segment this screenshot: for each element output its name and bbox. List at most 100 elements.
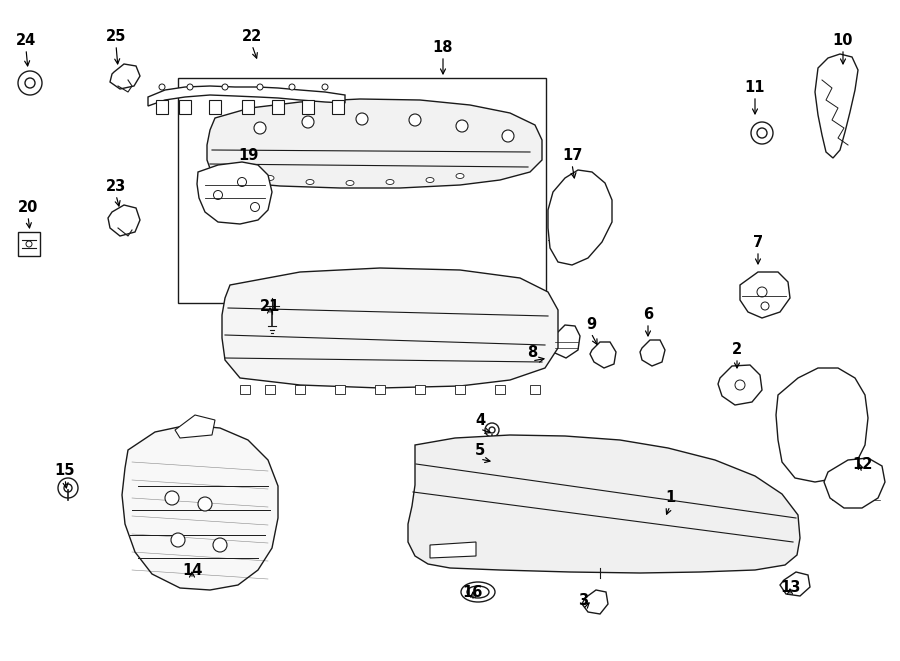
Polygon shape xyxy=(148,86,345,106)
Text: 10: 10 xyxy=(832,33,853,48)
Ellipse shape xyxy=(426,178,434,182)
Polygon shape xyxy=(122,425,278,590)
Text: 14: 14 xyxy=(182,563,202,578)
Text: 17: 17 xyxy=(562,148,582,163)
Polygon shape xyxy=(240,385,250,394)
Circle shape xyxy=(58,478,78,498)
Polygon shape xyxy=(740,272,790,318)
Ellipse shape xyxy=(467,586,489,598)
Text: 25: 25 xyxy=(106,29,126,44)
Polygon shape xyxy=(295,385,305,394)
Polygon shape xyxy=(207,99,542,188)
Ellipse shape xyxy=(306,180,314,184)
Polygon shape xyxy=(582,590,608,614)
Polygon shape xyxy=(272,100,284,114)
Polygon shape xyxy=(408,435,800,573)
Polygon shape xyxy=(108,205,140,236)
Polygon shape xyxy=(824,458,885,508)
Polygon shape xyxy=(332,100,344,114)
Polygon shape xyxy=(780,572,810,596)
Text: 21: 21 xyxy=(260,299,280,314)
Ellipse shape xyxy=(346,180,354,186)
Polygon shape xyxy=(179,100,191,114)
Circle shape xyxy=(735,380,745,390)
Circle shape xyxy=(238,178,247,186)
Polygon shape xyxy=(242,100,254,114)
Text: 15: 15 xyxy=(55,463,76,478)
Circle shape xyxy=(213,538,227,552)
Ellipse shape xyxy=(266,176,274,180)
Text: 22: 22 xyxy=(242,29,262,44)
Polygon shape xyxy=(486,458,502,472)
Circle shape xyxy=(456,120,468,132)
Polygon shape xyxy=(590,342,616,368)
Circle shape xyxy=(485,423,499,437)
Polygon shape xyxy=(430,542,476,558)
Circle shape xyxy=(322,84,328,90)
Text: 8: 8 xyxy=(526,345,537,360)
Polygon shape xyxy=(548,170,612,265)
Circle shape xyxy=(165,491,179,505)
Ellipse shape xyxy=(386,180,394,184)
Polygon shape xyxy=(18,232,40,256)
Polygon shape xyxy=(455,385,465,394)
Circle shape xyxy=(64,484,72,492)
Circle shape xyxy=(757,128,767,138)
Circle shape xyxy=(257,84,263,90)
Circle shape xyxy=(187,84,193,90)
Circle shape xyxy=(289,84,295,90)
Circle shape xyxy=(198,497,212,511)
Text: 2: 2 xyxy=(732,342,742,357)
Text: 3: 3 xyxy=(578,593,588,608)
Text: 11: 11 xyxy=(745,80,765,95)
Text: 20: 20 xyxy=(18,200,38,215)
Text: 23: 23 xyxy=(106,179,126,194)
Ellipse shape xyxy=(461,582,495,602)
Circle shape xyxy=(356,113,368,125)
Circle shape xyxy=(250,202,259,212)
Circle shape xyxy=(159,84,165,90)
Text: 18: 18 xyxy=(433,40,454,55)
Circle shape xyxy=(751,122,773,144)
Bar xyxy=(178,78,546,303)
Circle shape xyxy=(26,241,32,247)
Text: 7: 7 xyxy=(753,235,763,250)
Polygon shape xyxy=(815,54,858,158)
Circle shape xyxy=(409,114,421,126)
Circle shape xyxy=(302,116,314,128)
Circle shape xyxy=(171,533,185,547)
Text: 19: 19 xyxy=(238,148,258,163)
Text: 12: 12 xyxy=(851,457,872,472)
Polygon shape xyxy=(175,415,215,438)
Text: 1: 1 xyxy=(665,490,675,505)
Polygon shape xyxy=(530,385,540,394)
Polygon shape xyxy=(222,268,558,388)
Circle shape xyxy=(25,78,35,88)
Polygon shape xyxy=(265,385,275,394)
Circle shape xyxy=(263,297,281,315)
Circle shape xyxy=(254,122,266,134)
Text: 13: 13 xyxy=(779,580,800,595)
Ellipse shape xyxy=(234,169,242,175)
Polygon shape xyxy=(640,340,665,366)
Polygon shape xyxy=(495,385,505,394)
Polygon shape xyxy=(335,385,345,394)
Circle shape xyxy=(761,302,769,310)
Circle shape xyxy=(502,130,514,142)
Polygon shape xyxy=(375,385,385,394)
Text: 16: 16 xyxy=(463,585,483,600)
Circle shape xyxy=(489,427,495,433)
Polygon shape xyxy=(156,100,168,114)
Circle shape xyxy=(757,287,767,297)
Polygon shape xyxy=(776,368,868,482)
Text: 24: 24 xyxy=(16,33,36,48)
Text: 9: 9 xyxy=(586,317,596,332)
Polygon shape xyxy=(550,325,580,358)
Text: 4: 4 xyxy=(475,413,485,428)
Polygon shape xyxy=(110,64,140,89)
Polygon shape xyxy=(209,100,221,114)
Polygon shape xyxy=(197,162,272,224)
Text: 5: 5 xyxy=(475,443,485,458)
Polygon shape xyxy=(302,100,314,114)
Circle shape xyxy=(222,84,228,90)
